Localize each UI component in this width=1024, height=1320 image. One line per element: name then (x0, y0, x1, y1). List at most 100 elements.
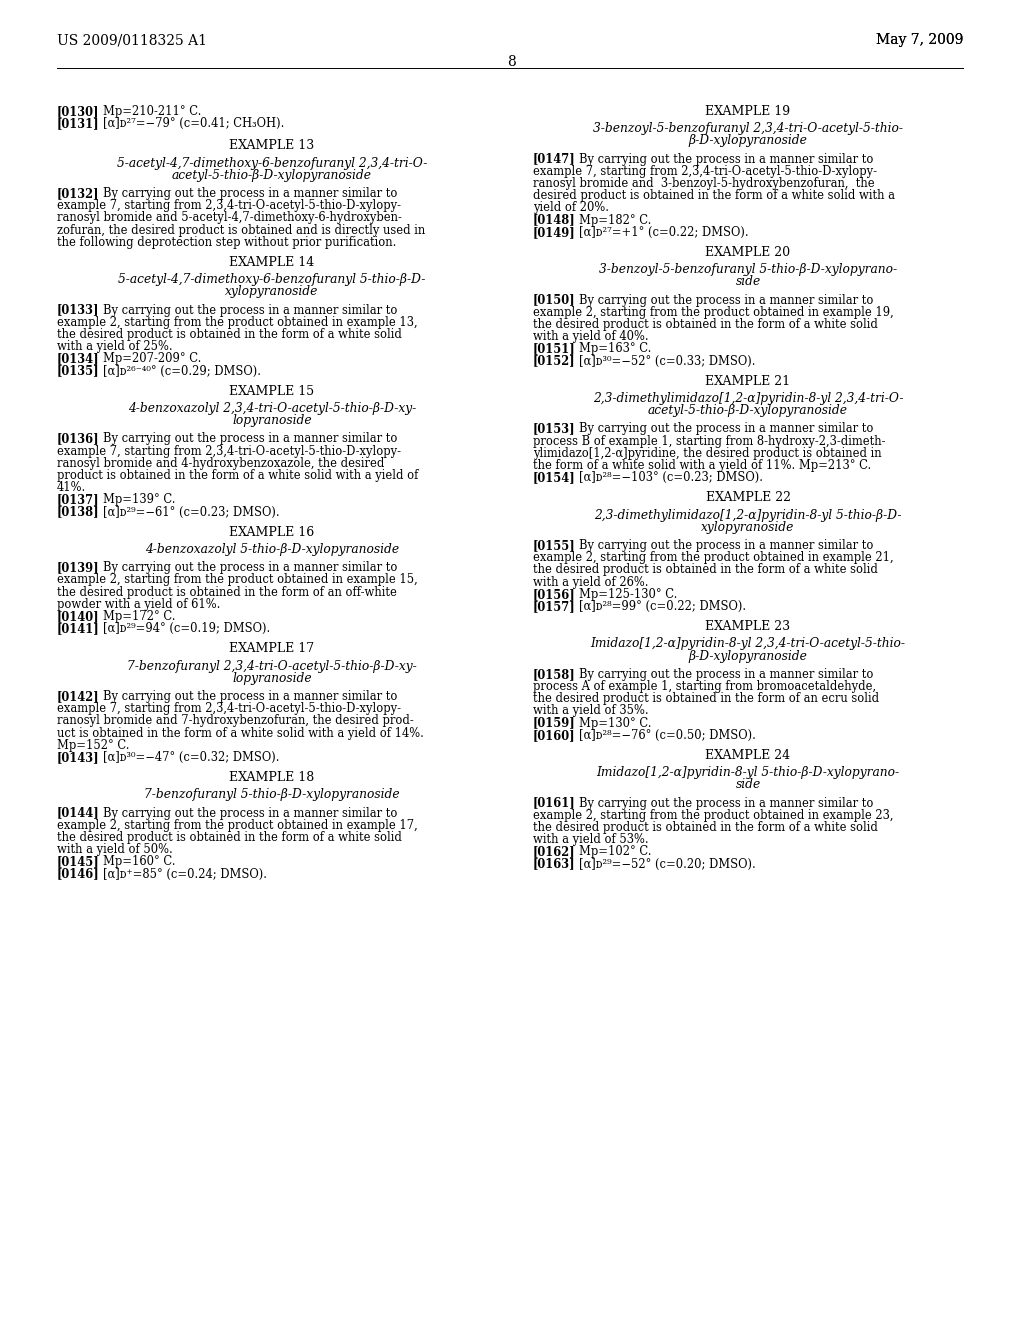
Text: 4-benzoxazolyl 5-thio-β-D-xylopyranoside: 4-benzoxazolyl 5-thio-β-D-xylopyranoside (145, 543, 399, 556)
Text: EXAMPLE 19: EXAMPLE 19 (706, 106, 791, 117)
Text: xylopyranoside: xylopyranoside (225, 285, 318, 298)
Text: [0136]: [0136] (57, 433, 99, 445)
Text: [0131]: [0131] (57, 117, 99, 131)
Text: [0158]: [0158] (534, 668, 575, 681)
Text: ranosyl bromide and 7-hydroxybenzofuran, the desired prod-: ranosyl bromide and 7-hydroxybenzofuran,… (57, 714, 414, 727)
Text: 4-benzoxazolyl 2,3,4-tri-O-acetyl-5-thio-β-D-xy-: 4-benzoxazolyl 2,3,4-tri-O-acetyl-5-thio… (128, 403, 416, 414)
Text: [0148]: [0148] (534, 214, 575, 227)
Text: yield of 20%.: yield of 20%. (534, 202, 609, 214)
Text: By carrying out the process in a manner similar to: By carrying out the process in a manner … (579, 422, 873, 436)
Text: with a yield of 25%.: with a yield of 25%. (57, 341, 173, 354)
Text: 7-benzofuranyl 2,3,4-tri-O-acetyl-5-thio-β-D-xy-: 7-benzofuranyl 2,3,4-tri-O-acetyl-5-thio… (127, 660, 417, 673)
Text: the desired product is obtained in the form of a white solid: the desired product is obtained in the f… (57, 327, 401, 341)
Text: [0146]: [0146] (57, 867, 99, 880)
Text: [0141]: [0141] (57, 622, 99, 635)
Text: [0138]: [0138] (57, 506, 99, 519)
Text: acetyl-5-thio-β-D-xylopyranoside: acetyl-5-thio-β-D-xylopyranoside (172, 169, 372, 182)
Text: the desired product is obtained in the form of an ecru solid: the desired product is obtained in the f… (534, 692, 880, 705)
Text: [0161]: [0161] (534, 796, 575, 809)
Text: [0145]: [0145] (57, 855, 99, 869)
Text: [α]ᴅ²⁶⁻⁴⁰° (c=0.29; DMSO).: [α]ᴅ²⁶⁻⁴⁰° (c=0.29; DMSO). (103, 364, 261, 378)
Text: the following deprotection step without prior purification.: the following deprotection step without … (57, 236, 396, 248)
Text: By carrying out the process in a manner similar to: By carrying out the process in a manner … (579, 796, 873, 809)
Text: Mp=207-209° C.: Mp=207-209° C. (103, 352, 202, 366)
Text: [0160]: [0160] (534, 729, 575, 742)
Text: example 7, starting from 2,3,4-tri-O-acetyl-5-thio-D-xylopy-: example 7, starting from 2,3,4-tri-O-ace… (57, 445, 401, 458)
Text: EXAMPLE 16: EXAMPLE 16 (229, 525, 314, 539)
Text: Imidazo[1,2-α]pyridin-8-yl 2,3,4-tri-O-acetyl-5-thio-: Imidazo[1,2-α]pyridin-8-yl 2,3,4-tri-O-a… (591, 638, 905, 651)
Text: By carrying out the process in a manner similar to: By carrying out the process in a manner … (579, 668, 873, 681)
Text: example 2, starting from the product obtained in example 15,: example 2, starting from the product obt… (57, 573, 418, 586)
Text: process B of example 1, starting from 8-hydroxy-2,3-dimeth-: process B of example 1, starting from 8-… (534, 434, 886, 447)
Text: [0132]: [0132] (57, 187, 99, 201)
Text: the form of a white solid with a yield of 11%. Mp=213° C.: the form of a white solid with a yield o… (534, 459, 871, 473)
Text: By carrying out the process in a manner similar to: By carrying out the process in a manner … (579, 539, 873, 552)
Text: [0150]: [0150] (534, 293, 575, 306)
Text: [0156]: [0156] (534, 587, 575, 601)
Text: acetyl-5-thio-β-D-xylopyranoside: acetyl-5-thio-β-D-xylopyranoside (648, 404, 848, 417)
Text: β-D-xylopyranoside: β-D-xylopyranoside (688, 649, 808, 663)
Text: Mp=130° C.: Mp=130° C. (579, 717, 651, 730)
Text: [0157]: [0157] (534, 601, 575, 612)
Text: May 7, 2009: May 7, 2009 (876, 33, 963, 48)
Text: 5-acetyl-4,7-dimethoxy-6-benzofuranyl 5-thio-β-D-: 5-acetyl-4,7-dimethoxy-6-benzofuranyl 5-… (119, 273, 426, 286)
Text: EXAMPLE 15: EXAMPLE 15 (229, 385, 314, 397)
Text: [0149]: [0149] (534, 226, 575, 239)
Text: [0147]: [0147] (534, 153, 575, 165)
Text: [0159]: [0159] (534, 717, 575, 730)
Text: Mp=172° C.: Mp=172° C. (103, 610, 175, 623)
Text: EXAMPLE 17: EXAMPLE 17 (229, 643, 314, 656)
Text: [0140]: [0140] (57, 610, 99, 623)
Text: [α]ᴅ²⁷=−79° (c=0.41; CH₃OH).: [α]ᴅ²⁷=−79° (c=0.41; CH₃OH). (103, 117, 285, 131)
Text: side: side (735, 779, 761, 792)
Text: example 7, starting from 2,3,4-tri-O-acetyl-5-thio-D-xylopy-: example 7, starting from 2,3,4-tri-O-ace… (57, 199, 401, 213)
Text: 8: 8 (508, 55, 516, 69)
Text: May 7, 2009: May 7, 2009 (876, 33, 963, 48)
Text: ranosyl bromide and 4-hydroxybenzoxazole, the desired: ranosyl bromide and 4-hydroxybenzoxazole… (57, 457, 384, 470)
Text: By carrying out the process in a manner similar to: By carrying out the process in a manner … (103, 304, 397, 317)
Text: Mp=139° C.: Mp=139° C. (103, 494, 175, 507)
Text: EXAMPLE 23: EXAMPLE 23 (706, 620, 791, 634)
Text: [α]ᴅ²⁸=−103° (c=0.23; DMSO).: [α]ᴅ²⁸=−103° (c=0.23; DMSO). (579, 471, 763, 484)
Text: Mp=160° C.: Mp=160° C. (103, 855, 175, 869)
Text: By carrying out the process in a manner similar to: By carrying out the process in a manner … (103, 561, 397, 574)
Text: 3-benzoyl-5-benzofuranyl 5-thio-β-D-xylopyrano-: 3-benzoyl-5-benzofuranyl 5-thio-β-D-xylo… (599, 263, 897, 276)
Text: 2,3-dimethylimidazo[1,2-α]pyridin-8-yl 2,3,4-tri-O-: 2,3-dimethylimidazo[1,2-α]pyridin-8-yl 2… (593, 392, 903, 405)
Text: 41%.: 41%. (57, 482, 86, 494)
Text: ranosyl bromide and 5-acetyl-4,7-dimethoxy-6-hydroxyben-: ranosyl bromide and 5-acetyl-4,7-dimetho… (57, 211, 401, 224)
Text: By carrying out the process in a manner similar to: By carrying out the process in a manner … (103, 187, 397, 201)
Text: EXAMPLE 14: EXAMPLE 14 (229, 256, 314, 269)
Text: [0134]: [0134] (57, 352, 99, 366)
Text: EXAMPLE 21: EXAMPLE 21 (706, 375, 791, 388)
Text: [0139]: [0139] (57, 561, 99, 574)
Text: [0155]: [0155] (534, 539, 575, 552)
Text: [0133]: [0133] (57, 304, 99, 317)
Text: [0154]: [0154] (534, 471, 575, 484)
Text: [0142]: [0142] (57, 690, 99, 704)
Text: Mp=182° C.: Mp=182° C. (579, 214, 651, 227)
Text: the desired product is obtained in the form of a white solid: the desired product is obtained in the f… (534, 564, 878, 577)
Text: 3-benzoyl-5-benzofuranyl 2,3,4-tri-O-acetyl-5-thio-: 3-benzoyl-5-benzofuranyl 2,3,4-tri-O-ace… (593, 123, 903, 135)
Text: Mp=163° C.: Mp=163° C. (579, 342, 651, 355)
Text: [0130]: [0130] (57, 106, 99, 117)
Text: with a yield of 40%.: with a yield of 40%. (534, 330, 648, 343)
Text: with a yield of 26%.: with a yield of 26%. (534, 576, 648, 589)
Text: example 7, starting from 2,3,4-tri-O-acetyl-5-thio-D-xylopy-: example 7, starting from 2,3,4-tri-O-ace… (534, 165, 877, 178)
Text: xylopyranoside: xylopyranoside (701, 521, 795, 533)
Text: [0143]: [0143] (57, 751, 99, 764)
Text: [0151]: [0151] (534, 342, 575, 355)
Text: example 2, starting from the product obtained in example 19,: example 2, starting from the product obt… (534, 306, 894, 319)
Text: [α]ᴅ²⁷=+1° (c=0.22; DMSO).: [α]ᴅ²⁷=+1° (c=0.22; DMSO). (579, 226, 749, 239)
Text: β-D-xylopyranoside: β-D-xylopyranoside (688, 135, 808, 148)
Text: Mp=125-130° C.: Mp=125-130° C. (579, 587, 677, 601)
Text: side: side (735, 276, 761, 288)
Text: By carrying out the process in a manner similar to: By carrying out the process in a manner … (103, 433, 397, 445)
Text: with a yield of 53%.: with a yield of 53%. (534, 833, 648, 846)
Text: [α]ᴅ²⁹=94° (c=0.19; DMSO).: [α]ᴅ²⁹=94° (c=0.19; DMSO). (103, 622, 270, 635)
Text: Mp=210-211° C.: Mp=210-211° C. (103, 106, 202, 117)
Text: [α]ᴅ³⁰=−52° (c=0.33; DMSO).: [α]ᴅ³⁰=−52° (c=0.33; DMSO). (579, 355, 756, 367)
Text: [α]ᴅ³⁰=−47° (c=0.32; DMSO).: [α]ᴅ³⁰=−47° (c=0.32; DMSO). (103, 751, 280, 764)
Text: process A of example 1, starting from bromoacetaldehyde,: process A of example 1, starting from br… (534, 680, 877, 693)
Text: the desired product is obtained in the form of a white solid: the desired product is obtained in the f… (534, 318, 878, 331)
Text: lopyranoside: lopyranoside (232, 672, 312, 685)
